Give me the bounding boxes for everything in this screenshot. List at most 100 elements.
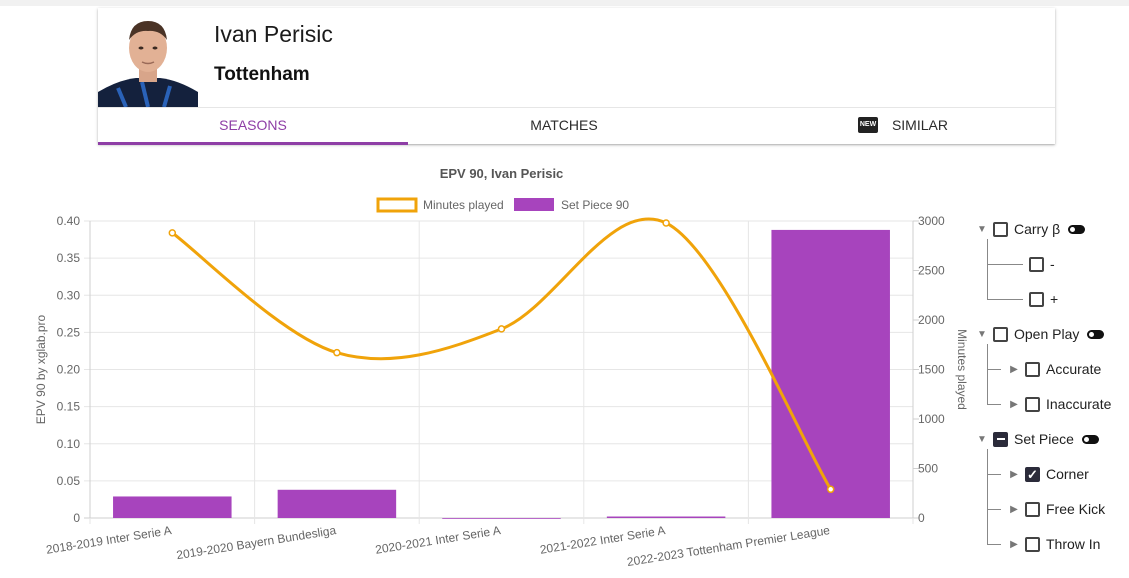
toggle-switch[interactable] <box>1087 329 1105 339</box>
checkbox-throw-in[interactable] <box>1025 536 1040 552</box>
caret-right-icon[interactable]: ▶ <box>1010 538 1018 550</box>
tab-matches-label: MATCHES <box>530 117 598 133</box>
filter-item-corner[interactable]: ▶ ✓ Corner <box>1007 464 1089 484</box>
tree-connector <box>987 344 988 404</box>
player-name: Ivan Perisic <box>214 21 333 47</box>
epv-chart: EPV 90, Ivan Perisic Minutes played Set Pi… <box>34 166 969 569</box>
filter-label: Inaccurate <box>1046 396 1112 412</box>
checkbox-minus[interactable] <box>1029 256 1044 272</box>
x-tick-label: 2020-2021 Inter Serie A <box>374 523 501 557</box>
y2-tick-label: 0 <box>918 511 925 525</box>
new-badge-icon: NEW <box>858 117 879 134</box>
chart-title: EPV 90, Ivan Perisic <box>440 166 564 181</box>
legend-setpiece-swatch <box>514 198 554 211</box>
caret-right-icon[interactable]: ▶ <box>1010 468 1018 480</box>
filter-label: Set Piece <box>1014 431 1074 447</box>
filter-item-throw-in[interactable]: ▶ Throw In <box>1007 534 1100 554</box>
minutes-played-point <box>662 219 670 227</box>
tree-connector <box>987 509 1001 510</box>
filter-item-minus[interactable]: - <box>1007 254 1055 274</box>
y2-tick-label: 2500 <box>918 264 945 278</box>
y2-tick-label: 1000 <box>918 412 945 426</box>
filter-label: Accurate <box>1046 361 1102 377</box>
caret-down-icon[interactable]: ▼ <box>977 223 987 235</box>
filter-label: - <box>1050 256 1055 272</box>
tab-bar: SEASONS MATCHES NEW SIMILAR <box>98 107 1055 145</box>
y-tick-label: 0.30 <box>57 288 81 302</box>
y-axis-title: EPV 90 by xglab.pro <box>34 314 48 424</box>
tree-connector <box>987 369 1001 370</box>
checkbox-open-play[interactable] <box>993 326 1008 342</box>
y-tick-label: 0.15 <box>57 400 81 414</box>
minutes-played-point <box>168 229 177 237</box>
filter-label: Carry β <box>1014 221 1061 237</box>
filter-label: + <box>1050 291 1059 307</box>
filter-label: Open Play <box>1014 326 1080 342</box>
tree-connector <box>987 449 988 544</box>
minutes-played-point <box>333 348 341 357</box>
filter-item-free-kick[interactable]: ▶ Free Kick <box>1007 499 1105 519</box>
y-tick-label: 0.40 <box>57 214 81 228</box>
minutes-played-point <box>826 485 835 494</box>
caret-down-icon[interactable]: ▼ <box>977 328 987 340</box>
toggle-switch[interactable] <box>1068 224 1086 234</box>
caret-right-icon[interactable]: ▶ <box>1010 503 1018 515</box>
caret-right-icon[interactable]: ▶ <box>1010 398 1018 410</box>
y2-tick-label: 3000 <box>918 214 945 228</box>
checkbox-plus[interactable] <box>1029 291 1044 307</box>
tab-seasons-label: SEASONS <box>219 117 287 133</box>
tab-similar[interactable]: NEW SIMILAR <box>748 108 1058 143</box>
x-tick-label: 2019-2020 Bayern Bundesliga <box>175 523 337 562</box>
bar-set-piece <box>606 516 726 518</box>
caret-right-icon[interactable]: ▶ <box>1010 363 1018 375</box>
bar-set-piece <box>113 496 232 518</box>
filter-tree: ▼ Carry β - + ▼ Open Play ▶ Accurate ▶ Inaccurate… <box>975 215 1125 575</box>
y-tick-label: 0.10 <box>57 437 81 451</box>
filter-group-carry[interactable]: ▼ Carry β <box>975 219 1086 239</box>
y2-tick-label: 500 <box>918 462 938 476</box>
toggle-switch[interactable] <box>1081 434 1099 444</box>
caret-down-icon[interactable]: ▼ <box>977 433 987 445</box>
filter-label: Corner <box>1046 466 1089 482</box>
bar-set-piece <box>771 229 890 518</box>
top-strip <box>0 0 1129 6</box>
tree-connector <box>987 544 1001 545</box>
legend-minutes-swatch <box>376 197 418 213</box>
bar-set-piece <box>442 518 561 519</box>
filter-item-plus[interactable]: + <box>1007 289 1058 309</box>
filter-label: Free Kick <box>1046 501 1106 517</box>
checkbox-set-piece[interactable] <box>993 431 1008 447</box>
legend-setpiece-label: Set Piece 90 <box>561 198 629 212</box>
bar-set-piece <box>277 489 397 518</box>
filter-group-open-play[interactable]: ▼ Open Play <box>975 324 1105 344</box>
y-tick-label: 0.05 <box>57 474 81 488</box>
tree-connector <box>987 299 1023 300</box>
filter-item-accurate[interactable]: ▶ Accurate <box>1007 359 1101 379</box>
filter-item-inaccurate[interactable]: ▶ Inaccurate <box>1007 394 1111 414</box>
y2-axis-title: Minutes played <box>955 329 969 410</box>
tab-seasons[interactable]: SEASONS <box>98 108 408 145</box>
tree-connector <box>987 239 988 299</box>
y-tick-label: 0.20 <box>57 363 81 377</box>
checkbox-accurate[interactable] <box>1025 361 1040 377</box>
tree-connector <box>987 474 1001 475</box>
checkbox-corner[interactable]: ✓ <box>1025 466 1040 482</box>
y-tick-label: 0.35 <box>57 251 81 265</box>
y2-tick-label: 1500 <box>918 363 945 377</box>
y-tick-label: 0 <box>73 511 80 525</box>
legend-minutes-label: Minutes played <box>423 198 504 212</box>
tab-similar-label: SIMILAR <box>891 117 948 133</box>
checkbox-carry[interactable] <box>993 221 1008 237</box>
minutes-played-point <box>497 325 506 333</box>
y-tick-label: 0.25 <box>57 325 81 339</box>
tree-connector <box>987 404 1001 405</box>
player-photo <box>98 8 198 107</box>
checkbox-free-kick[interactable] <box>1025 501 1040 517</box>
tree-connector <box>987 264 1023 265</box>
player-card: Ivan Perisic Tottenham SEASONS MATCHES N… <box>98 8 1055 145</box>
minutes-played-line <box>171 217 832 491</box>
filter-group-set-piece[interactable]: ▼ Set Piece <box>975 429 1099 449</box>
team-name: Tottenham <box>214 64 310 85</box>
tab-matches[interactable]: MATCHES <box>409 108 719 143</box>
checkbox-inaccurate[interactable] <box>1025 396 1040 412</box>
